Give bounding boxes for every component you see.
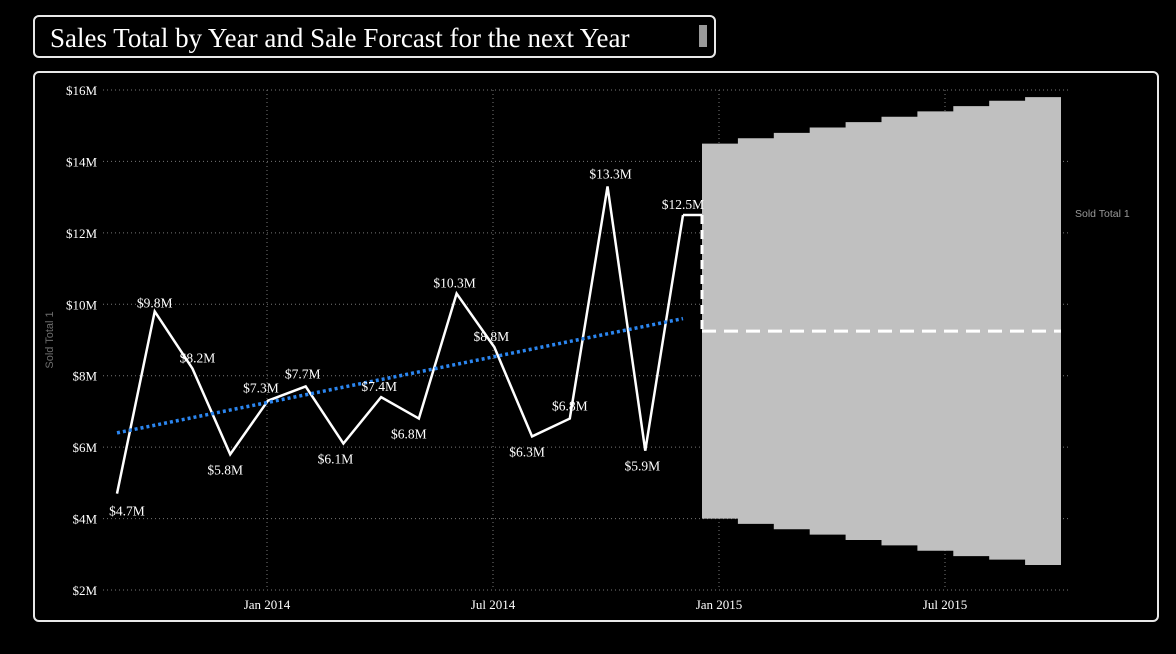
data-label: $4.7M [109, 504, 145, 519]
data-label: $5.8M [207, 462, 243, 477]
data-label: $12.5M [662, 197, 704, 212]
x-tick-label: Jul 2014 [471, 597, 516, 612]
data-label: $5.9M [624, 459, 660, 474]
data-label: $8.8M [474, 329, 510, 344]
chart-frame [33, 71, 1159, 622]
x-tick-label: Jan 2015 [696, 597, 743, 612]
data-label: $7.4M [361, 379, 397, 394]
x-tick-label: Jul 2015 [923, 597, 967, 612]
data-label: $10.3M [433, 276, 475, 291]
data-label: $6.3M [509, 444, 545, 459]
chart-title: Sales Total by Year and Sale Forcast for… [50, 23, 630, 53]
x-tick-label: Jan 2014 [244, 597, 291, 612]
series-legend-label: Sold Total 1 [1075, 208, 1130, 220]
data-label: $6.8M [552, 399, 588, 414]
data-label: $6.1M [318, 452, 354, 467]
chart-title-box: Sales Total by Year and Sale Forcast for… [33, 15, 716, 58]
data-label: $13.3M [589, 166, 631, 181]
y-tick-label: $14M [66, 154, 98, 169]
data-label: $7.7M [285, 366, 321, 381]
y-tick-label: $2M [72, 583, 97, 598]
data-label: $7.3M [243, 381, 279, 396]
y-axis-title: Sold Total 1 [44, 311, 56, 368]
data-label: $8.2M [180, 351, 216, 366]
sales-series-line [115, 186, 685, 494]
y-tick-label: $8M [72, 369, 97, 384]
title-scrollbar[interactable] [699, 25, 707, 47]
trend-line [116, 316, 684, 435]
y-tick-label: $12M [66, 226, 98, 241]
y-tick-label: $16M [66, 83, 98, 98]
y-tick-label: $4M [72, 512, 97, 527]
data-label: $6.8M [391, 427, 427, 442]
y-tick-label: $10M [66, 297, 98, 312]
y-tick-label: $6M [72, 440, 97, 455]
data-label: $9.8M [137, 295, 173, 310]
